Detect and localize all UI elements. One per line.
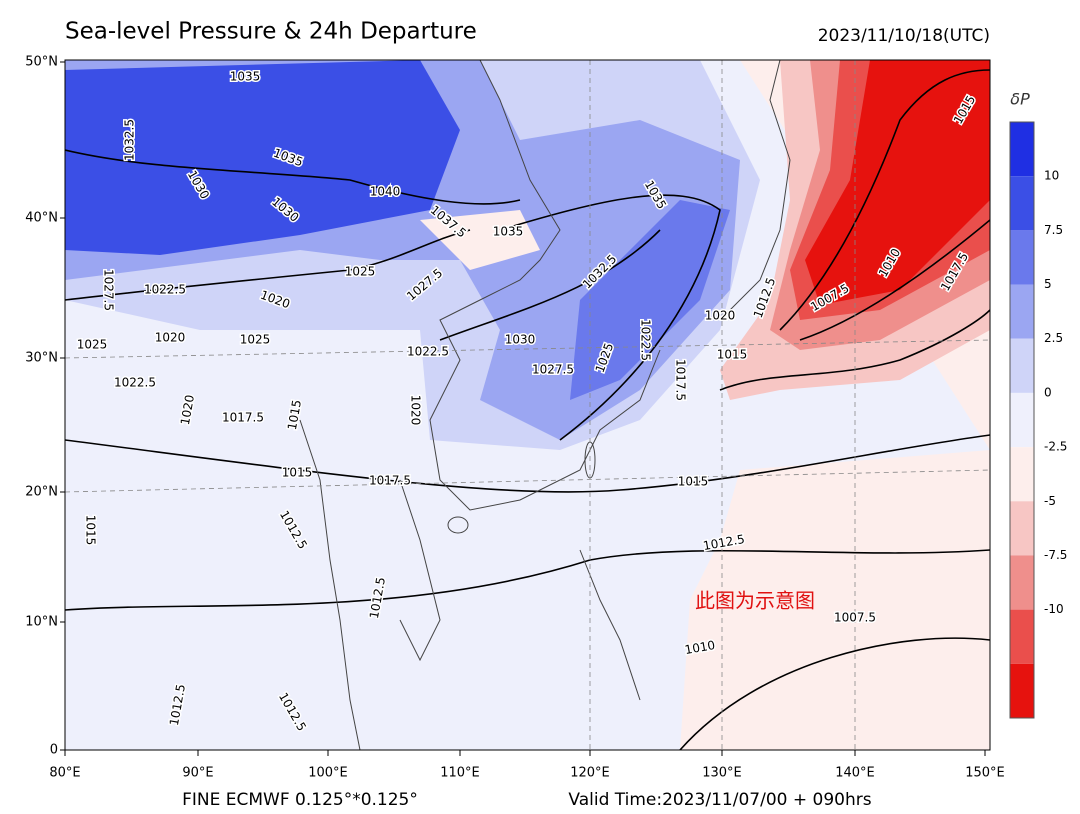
colorbar-tick: 7.5 [1044, 223, 1063, 237]
contour-label: 1025 [345, 265, 376, 279]
colorbar: 10 7.5 5 2.5 0 -2.5 -5 -7.5 -10 [1009, 121, 1067, 719]
colorbar-tick: -5 [1044, 494, 1056, 508]
colorbar-tick: -10 [1044, 602, 1064, 616]
lon-label: 150°E [965, 766, 1005, 781]
contour-label: 1015 [84, 515, 98, 546]
colorbar-frame [1009, 121, 1035, 719]
lat-label: 40°N [25, 211, 58, 226]
colorbar-tick: -2.5 [1044, 440, 1067, 454]
lon-label: 140°E [835, 766, 875, 781]
colorbar-swatch [1010, 122, 1034, 177]
colorbar-tick: -7.5 [1044, 548, 1067, 562]
axes: 50°N 40°N 30°N 20°N 10°N 0 80°E 90°E 100°E 110°E 1… [25, 55, 1005, 781]
colorbar-swatch [1010, 501, 1034, 556]
coastlines [299, 60, 791, 750]
colorbar-swatch [1010, 176, 1034, 231]
colorbar-swatch [1010, 609, 1034, 664]
colorbar-swatch [1010, 284, 1034, 339]
contour-label: 1017.5 [674, 359, 688, 401]
resolution: FINE ECMWF 0.125°*0.125° [182, 790, 418, 810]
contour-label: 1017.5 [369, 474, 411, 488]
contour-label: 1015 [285, 399, 304, 432]
contour-label: 1020 [178, 394, 197, 427]
contour-label: 1020 [409, 395, 423, 426]
contour-label: 1032.5 [123, 119, 137, 161]
contour-label: 1015 [678, 475, 709, 489]
lat-label: 30°N [25, 351, 58, 366]
lon-label: 110°E [440, 766, 480, 781]
contour-label: 1040 [370, 185, 401, 199]
colorbar-swatch [1010, 555, 1034, 610]
contour-label: 1027.5 [532, 363, 574, 377]
graticule [65, 60, 990, 750]
lat-label: 0 [50, 743, 58, 758]
lon-label: 100°E [308, 766, 348, 781]
title: Sea-level Pressure & 24h Departure [65, 19, 477, 45]
colorbar-tick: 5 [1044, 277, 1052, 291]
contour-label: 1035 [230, 70, 261, 84]
lat-label: 20°N [25, 485, 58, 500]
lon-label: 130°E [702, 766, 742, 781]
contour-label: 1025 [240, 333, 271, 347]
contour-label: 1022.5 [407, 345, 449, 359]
isobars [65, 69, 990, 750]
colorbar-tick: 0 [1044, 385, 1052, 399]
colorbar-tick: 10 [1044, 169, 1059, 183]
watermark: 此图为示意图 [695, 589, 815, 613]
contour-label: 1035 [493, 225, 524, 239]
contour-label: 1025 [77, 338, 108, 352]
colorbar-swatch [1010, 392, 1034, 448]
lon-label: 90°E [182, 766, 213, 781]
contour-label: 1010 [684, 638, 717, 657]
colorbar-swatch [1010, 447, 1034, 502]
colorbar-swatch [1010, 338, 1034, 393]
contour-label: 1015 [717, 348, 748, 362]
colorbar-label: δP [1010, 90, 1030, 109]
contour-label: 1007.5 [834, 611, 876, 625]
contour-label: 1015 [282, 466, 313, 480]
colorbar-swatch [1010, 663, 1034, 718]
contour-label: 1022.5 [144, 283, 186, 297]
map-frame [64, 59, 991, 751]
lon-label: 120°E [570, 766, 610, 781]
colorbar-swatch [1010, 230, 1034, 285]
lon-label: 80°E [49, 766, 80, 781]
contour-label: 1020 [155, 331, 186, 345]
contour-label: 1030 [505, 333, 536, 347]
contour-label: 1022.5 [639, 319, 653, 361]
contour-label: 1020 [705, 309, 736, 323]
lat-label: 10°N [25, 615, 58, 630]
valid-time: Valid Time:2023/11/07/00 + 090hrs [568, 790, 871, 810]
colorbar-tick: 2.5 [1044, 331, 1063, 345]
lat-label: 50°N [25, 55, 58, 70]
timestamp: 2023/11/10/18(UTC) [818, 26, 990, 46]
contour-label: 1027.5 [102, 269, 116, 311]
contour-label: 1022.5 [114, 376, 156, 390]
contour-label: 1017.5 [222, 411, 264, 425]
